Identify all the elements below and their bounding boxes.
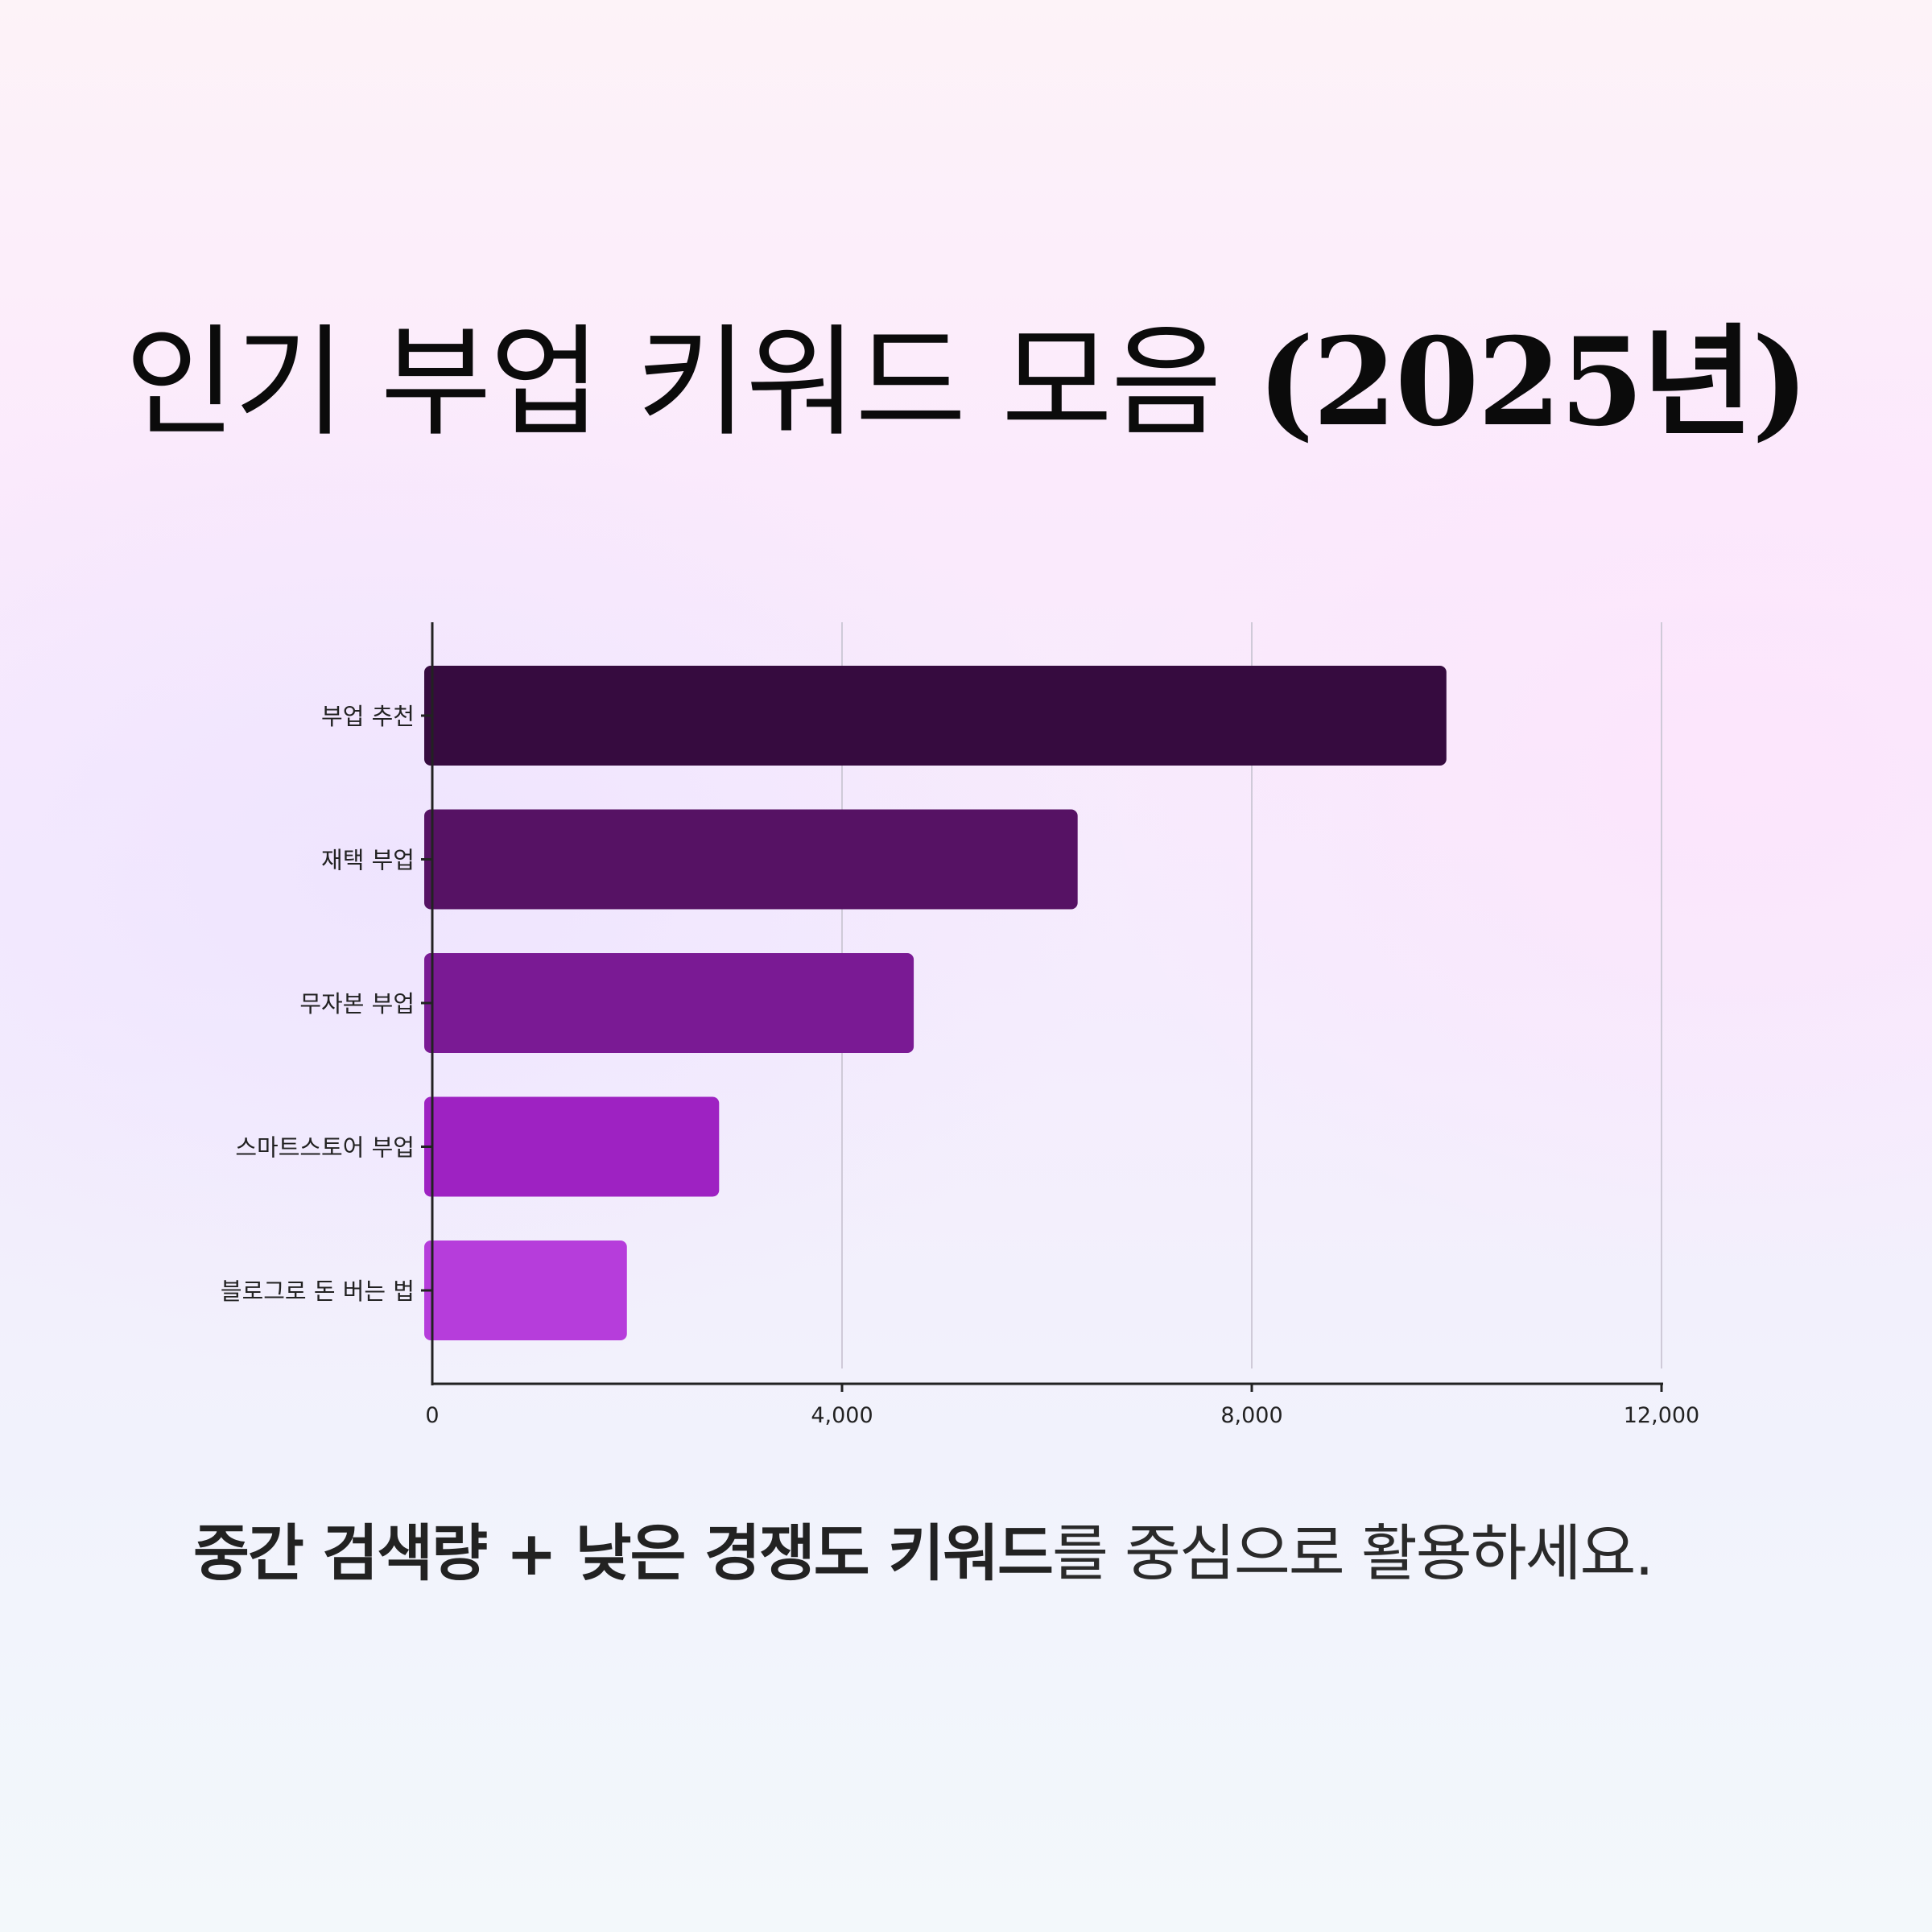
category-label: 무자본 부업 [299, 990, 415, 1018]
caption-bold: 중간 검색량 + 낮은 경쟁도 키워드 [193, 1517, 1054, 1589]
category-label: 블로그로 돈 버는 법 [221, 1278, 415, 1305]
bar [424, 1096, 720, 1197]
x-tick-label: 0 [425, 1403, 439, 1428]
caption-normal: 를 중심으로 활용하세요. [1051, 1517, 1654, 1589]
x-tick-label: 4,000 [811, 1403, 873, 1428]
bars [424, 666, 1447, 1340]
bar [424, 809, 1078, 910]
page-title: 인기 부업 키워드 모음 (2025년) [0, 310, 1932, 456]
x-tick-labels: 0 4,000 8,000 12,000 [425, 1403, 1699, 1428]
axes [421, 622, 1663, 1392]
x-tick-label: 12,000 [1624, 1403, 1699, 1428]
x-tick-label: 8,000 [1220, 1403, 1282, 1428]
category-label: 부업 추천 [321, 703, 415, 730]
bar [424, 953, 914, 1053]
bar [424, 1241, 627, 1340]
caption: 중간 검색량 + 낮은 경쟁도 키워드를 중심으로 활용하세요. [193, 1513, 1654, 1594]
title-year: (2025년) [1257, 312, 1809, 453]
category-label: 재택 부업 [321, 847, 415, 874]
bar [424, 666, 1447, 766]
title-text: 인기 부업 키워드 모음 [124, 313, 1257, 453]
category-label: 스마트스토어 부업 [235, 1134, 415, 1162]
